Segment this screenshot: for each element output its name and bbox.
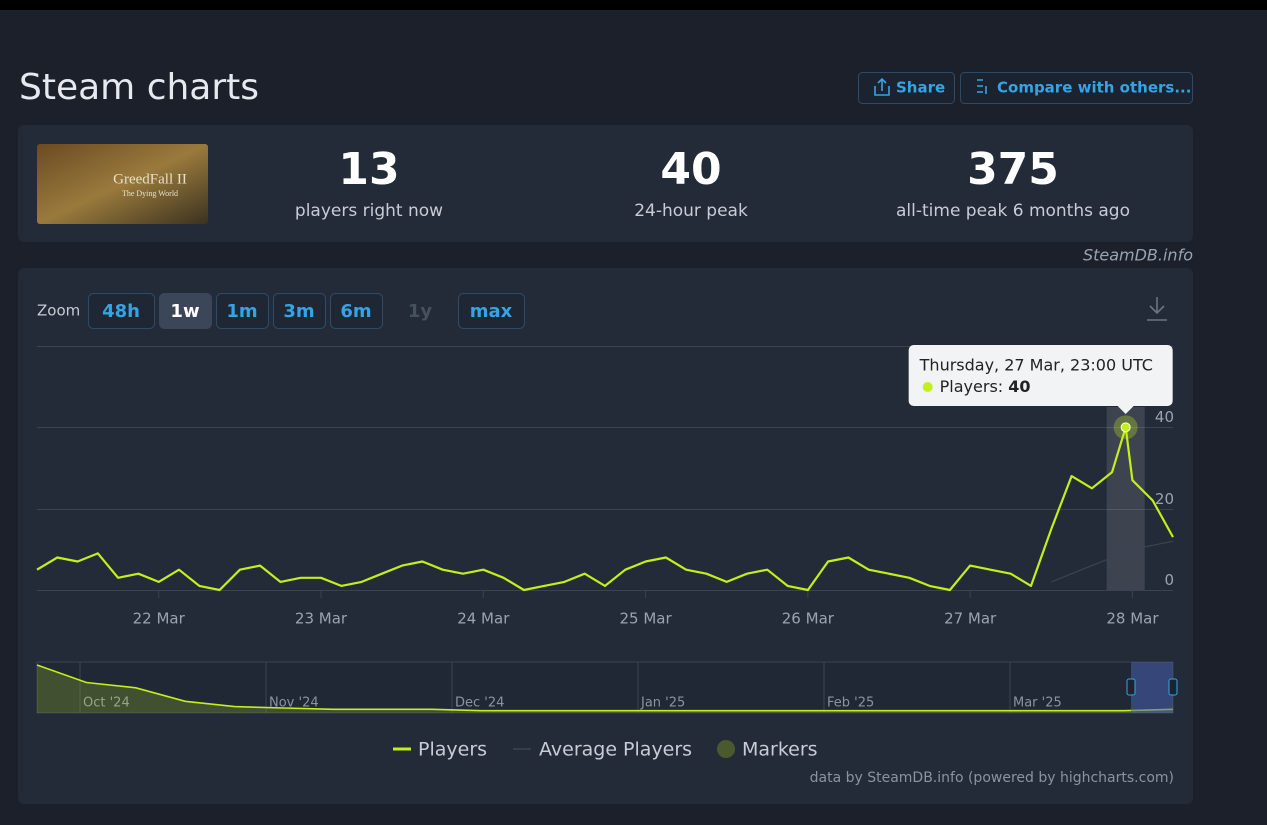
zoom-option[interactable]: 48h — [102, 301, 140, 322]
tooltip — [908, 345, 1173, 406]
hover-point — [1120, 422, 1131, 433]
game-logo: GreedFall II — [113, 171, 187, 187]
compare-icon — [977, 79, 987, 94]
y-tick-label: 40 — [1155, 408, 1174, 426]
credit: SteamDB.info — [1083, 246, 1193, 265]
stat-value: 13 — [338, 144, 399, 195]
x-tick-label: 26 Mar — [782, 610, 835, 628]
tooltip-dot — [922, 382, 933, 392]
tooltip-title: Thursday, 27 Mar, 23:00 UTC — [919, 356, 1153, 375]
tooltip-label: Players: 40 — [940, 377, 1031, 396]
y-tick-label: 0 — [1164, 571, 1174, 589]
legend-label[interactable]: Average Players — [539, 739, 692, 761]
stat-label: players right now — [295, 201, 443, 221]
series-line — [1051, 540, 1174, 583]
share-icon — [874, 77, 890, 96]
page-title: Steam charts — [19, 67, 259, 108]
x-tick-label: 24 Mar — [457, 610, 510, 628]
y-tick-label: 20 — [1155, 490, 1174, 508]
stat-label: all-time peak 6 months ago — [896, 201, 1130, 221]
navigator-area — [37, 665, 1173, 713]
zoom-button[interactable] — [159, 293, 212, 329]
game-subtitle: The Dying World — [122, 189, 178, 198]
navigator-label: Mar '25 — [1013, 696, 1062, 711]
top-bar — [0, 0, 1267, 10]
navigator-selection[interactable] — [1131, 662, 1173, 713]
zoom-option[interactable]: 1w — [170, 301, 199, 322]
x-tick-label: 22 Mar — [133, 610, 186, 628]
zoom-button[interactable] — [88, 293, 155, 329]
zoom-option[interactable]: max — [470, 301, 513, 322]
game-image — [37, 144, 208, 224]
navigator-handle[interactable] — [1126, 678, 1136, 696]
hover-band — [1106, 407, 1145, 590]
stat-label: 24-hour peak — [634, 201, 748, 221]
compare-button[interactable] — [960, 72, 1193, 104]
navigator-handle[interactable] — [1168, 678, 1178, 696]
navigator-label: Jan '25 — [640, 696, 685, 711]
legend-label[interactable]: Players — [418, 739, 487, 761]
tooltip-value: 40 — [1008, 377, 1030, 396]
zoom-button[interactable] — [330, 293, 383, 329]
x-tick-label: 25 Mar — [619, 610, 672, 628]
navigator-label: Nov '24 — [269, 696, 319, 711]
stat-value: 40 — [660, 144, 721, 195]
legend-label[interactable]: Markers — [742, 739, 818, 761]
footer: data by SteamDB.info (powered by highcha… — [810, 770, 1174, 786]
navigator-label: Feb '25 — [827, 696, 874, 711]
navigator-label: Oct '24 — [83, 696, 130, 711]
navigator-line — [36, 664, 1174, 712]
legend-swatch — [717, 740, 735, 758]
share-label[interactable]: Share — [896, 79, 945, 97]
zoom-option: 1y — [408, 301, 433, 322]
zoom-button[interactable] — [216, 293, 269, 329]
navigator — [36, 661, 1174, 714]
x-tick-label: 27 Mar — [944, 610, 997, 628]
series-line — [36, 426, 1174, 592]
x-tick-label: 28 Mar — [1106, 610, 1159, 628]
stats-card — [18, 125, 1193, 242]
zoom-button[interactable] — [458, 293, 525, 329]
compare-label[interactable]: Compare with others... — [997, 79, 1191, 97]
zoom-button[interactable] — [273, 293, 326, 329]
tooltip-arrow — [1117, 406, 1134, 414]
x-tick-label: 23 Mar — [295, 610, 348, 628]
stat-value: 375 — [967, 144, 1059, 195]
zoom-label: Zoom — [37, 302, 80, 320]
zoom-option[interactable]: 6m — [340, 301, 371, 322]
zoom-option[interactable]: 1m — [226, 301, 257, 322]
zoom-option[interactable]: 3m — [283, 301, 314, 322]
download-icon[interactable] — [1147, 297, 1167, 321]
navigator-label: Dec '24 — [455, 696, 504, 711]
